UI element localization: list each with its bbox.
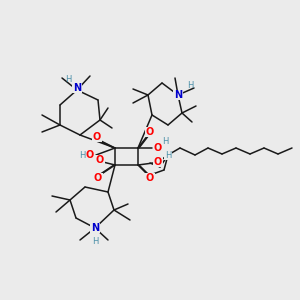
Text: H: H [165, 151, 171, 160]
Text: N: N [91, 223, 99, 233]
Text: H: H [92, 238, 98, 247]
Text: O: O [146, 173, 154, 183]
Text: O: O [154, 143, 162, 153]
Text: O: O [154, 157, 162, 167]
Text: O: O [94, 173, 102, 183]
Text: O: O [93, 132, 101, 142]
Text: O: O [86, 150, 94, 160]
Text: H: H [65, 76, 71, 85]
Text: N: N [73, 83, 81, 93]
Text: O: O [96, 155, 104, 165]
Text: O: O [146, 127, 154, 137]
Text: H: H [79, 151, 85, 160]
Text: H: H [187, 82, 193, 91]
Text: H: H [162, 137, 168, 146]
Text: N: N [174, 90, 182, 100]
